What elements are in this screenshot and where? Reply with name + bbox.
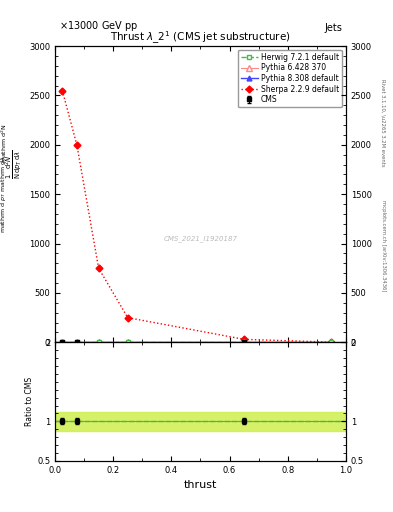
Pythia 8.308 default	[75, 339, 79, 345]
Pythia 8.308 default	[329, 339, 334, 345]
Pythia 6.428 370	[242, 339, 246, 345]
Sherpa 2.2.9 default	[329, 339, 334, 345]
Herwig 7.2.1 default	[329, 339, 334, 345]
Pythia 6.428 370	[75, 339, 79, 345]
Pythia 6.428 370	[96, 339, 101, 345]
Pythia 8.308 default	[60, 339, 64, 345]
Text: $\frac{1}{\mathrm{N}}\frac{\mathrm{d}^2N}{\mathrm{d}p_T\,\mathrm{d}\lambda}$: $\frac{1}{\mathrm{N}}\frac{\mathrm{d}^2N…	[4, 149, 24, 179]
X-axis label: thrust: thrust	[184, 480, 217, 490]
Herwig 7.2.1 default	[242, 339, 246, 345]
Text: CMS_2021_I1920187: CMS_2021_I1920187	[163, 235, 237, 242]
Line: Pythia 6.428 370: Pythia 6.428 370	[59, 339, 334, 345]
Line: Herwig 7.2.1 default: Herwig 7.2.1 default	[60, 339, 334, 345]
Pythia 8.308 default	[96, 339, 101, 345]
Herwig 7.2.1 default	[60, 339, 64, 345]
Legend: Herwig 7.2.1 default, Pythia 6.428 370, Pythia 8.308 default, Sherpa 2.2.9 defau: Herwig 7.2.1 default, Pythia 6.428 370, …	[238, 50, 342, 107]
Herwig 7.2.1 default	[125, 339, 130, 345]
Sherpa 2.2.9 default	[96, 265, 101, 271]
Pythia 6.428 370	[125, 339, 130, 345]
Pythia 8.308 default	[125, 339, 130, 345]
Line: Sherpa 2.2.9 default: Sherpa 2.2.9 default	[60, 88, 334, 345]
Line: Pythia 8.308 default: Pythia 8.308 default	[60, 339, 334, 345]
Pythia 8.308 default	[242, 339, 246, 345]
Text: mcplots.cern.ch [arXiv:1306.3436]: mcplots.cern.ch [arXiv:1306.3436]	[381, 200, 386, 291]
Text: $\times$13000 GeV pp: $\times$13000 GeV pp	[59, 19, 138, 33]
Sherpa 2.2.9 default	[125, 314, 130, 321]
Text: mathrm d $p_T$ mathrm d$\lambda$: mathrm d $p_T$ mathrm d$\lambda$	[0, 156, 8, 233]
Herwig 7.2.1 default	[96, 339, 101, 345]
Text: mathrm d$^2$N: mathrm d$^2$N	[0, 123, 9, 163]
Title: Thrust $\lambda\_2^1$ (CMS jet substructure): Thrust $\lambda\_2^1$ (CMS jet substruct…	[110, 30, 291, 46]
Sherpa 2.2.9 default	[242, 336, 246, 343]
Y-axis label: Ratio to CMS: Ratio to CMS	[25, 377, 34, 426]
Pythia 6.428 370	[329, 339, 334, 345]
Text: Rivet 3.1.10, \u2265 3.2M events: Rivet 3.1.10, \u2265 3.2M events	[381, 79, 386, 167]
Text: Jets: Jets	[324, 23, 342, 33]
Pythia 6.428 370	[60, 339, 64, 345]
Herwig 7.2.1 default	[75, 339, 79, 345]
Sherpa 2.2.9 default	[60, 88, 64, 94]
Sherpa 2.2.9 default	[75, 142, 79, 148]
